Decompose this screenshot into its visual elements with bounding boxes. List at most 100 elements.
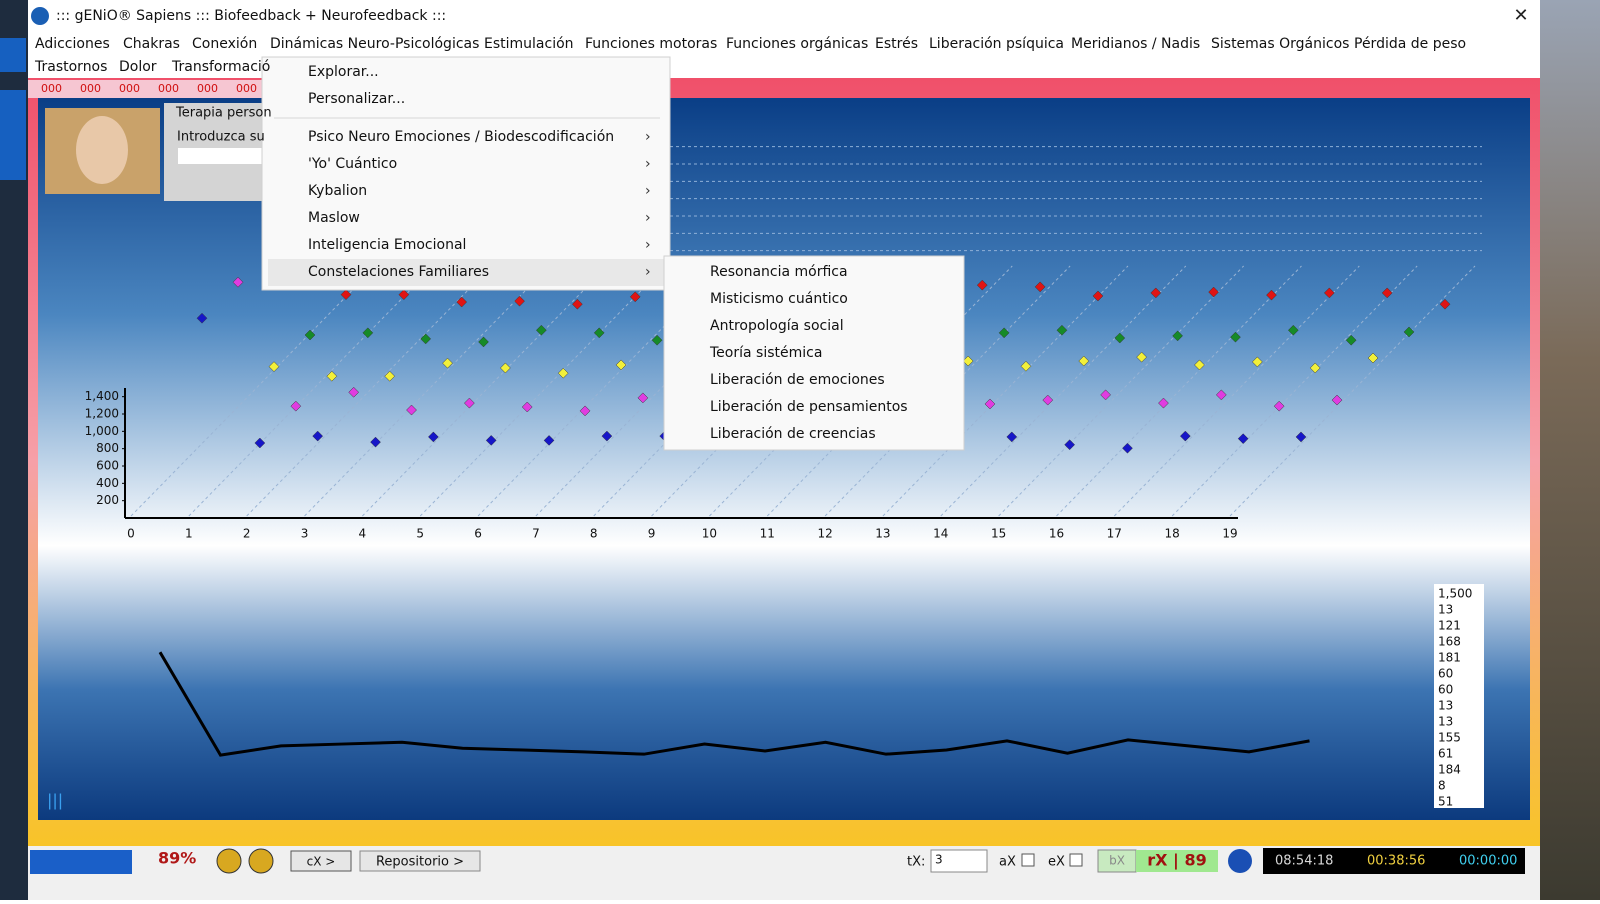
submenu-arrow: › — [645, 237, 651, 253]
value-label: 121 — [1438, 619, 1461, 633]
y-tick-label: 1,400 — [85, 389, 119, 403]
menu-option[interactable]: 'Yo' Cuántico — [308, 156, 397, 172]
tx-label: tX: — [907, 855, 925, 870]
counter: 000 — [80, 82, 101, 95]
value-label: 60 — [1438, 667, 1453, 681]
menu-item[interactable]: Adicciones — [35, 36, 110, 52]
menu-item[interactable]: Funciones orgánicas — [726, 36, 868, 52]
x-tick-label: 2 — [243, 527, 251, 541]
y-tick-label: 600 — [96, 459, 119, 473]
menu-item[interactable]: Dinámicas Neuro-Psicológicas — [270, 36, 479, 52]
percent-label: 89% — [158, 849, 196, 868]
x-tick-label: 1 — [185, 527, 193, 541]
menu-item[interactable]: Sistemas Orgánicos — [1211, 36, 1349, 52]
menu-item[interactable]: Funciones motoras — [585, 36, 717, 52]
portrait-face — [76, 116, 128, 184]
value-label: 1,500 — [1438, 587, 1472, 601]
value-label: 155 — [1438, 731, 1461, 745]
menu-option[interactable]: Liberación de emociones — [710, 372, 885, 388]
menu-item[interactable]: Pérdida de peso — [1354, 36, 1466, 52]
menu-option[interactable]: Kybalion — [308, 183, 367, 199]
value-label: 60 — [1438, 683, 1453, 697]
counter-bar — [28, 80, 268, 98]
value-label: 168 — [1438, 635, 1461, 649]
x-tick-label: 3 — [301, 527, 309, 541]
x-tick-label: 5 — [416, 527, 424, 541]
up-button[interactable] — [249, 849, 273, 873]
menu-item[interactable]: Chakras — [123, 36, 180, 52]
x-tick-label: 8 — [590, 527, 598, 541]
time-display: 00:38:56 — [1367, 854, 1425, 869]
close-button[interactable]: ✕ — [1513, 5, 1528, 26]
counter: 000 — [158, 82, 179, 95]
x-tick-label: 16 — [1049, 527, 1064, 541]
y-tick-label: 1,200 — [85, 407, 119, 421]
sidebar-button[interactable] — [0, 38, 26, 72]
submenu-arrow: › — [645, 264, 651, 280]
app-icon — [31, 7, 49, 25]
bx-button-label[interactable]: bX — [1109, 854, 1125, 868]
menu-item[interactable]: Meridianos / Nadis — [1071, 36, 1200, 52]
value-label: 8 — [1438, 779, 1446, 793]
down-button[interactable] — [217, 849, 241, 873]
menu-option[interactable]: Liberación de pensamientos — [710, 399, 908, 415]
menu-item[interactable]: Liberación psíquica — [929, 36, 1064, 52]
menu-option[interactable]: Liberación de creencias — [710, 426, 876, 442]
info-icon[interactable] — [1228, 849, 1252, 873]
menu-option[interactable]: Explorar... — [308, 64, 379, 80]
menu-option[interactable]: Inteligencia Emocional — [308, 237, 466, 253]
menu-item[interactable]: Estrés — [875, 36, 918, 52]
menu-item[interactable]: Conexión — [192, 36, 257, 52]
x-tick-label: 19 — [1222, 527, 1237, 541]
menu-option[interactable]: Psico Neuro Emociones / Biodescodificaci… — [308, 129, 614, 145]
value-label: 181 — [1438, 651, 1461, 665]
rx-display-label: rX | 89 — [1147, 851, 1206, 871]
progress-bar — [30, 850, 132, 874]
y-tick-label: 800 — [96, 441, 119, 455]
menu-option[interactable]: Misticismo cuántico — [710, 291, 848, 307]
x-tick-label: 17 — [1107, 527, 1122, 541]
value-label: 51 — [1438, 795, 1453, 809]
x-tick-label: 6 — [474, 527, 482, 541]
submenu-arrow: › — [645, 156, 651, 172]
menu-option[interactable]: Constelaciones Familiares — [308, 264, 489, 280]
value-label: 13 — [1438, 603, 1453, 617]
value-label: 13 — [1438, 699, 1453, 713]
window-title: ::: gENiO® Sapiens ::: Biofeedback + Neu… — [56, 8, 446, 24]
submenu-arrow: › — [645, 183, 651, 199]
tx-value: 3 — [935, 853, 943, 867]
sidebar-button[interactable] — [0, 90, 26, 180]
menu-item[interactable]: Estimulación — [484, 36, 574, 52]
menu-option[interactable]: Teoría sistémica — [709, 345, 822, 361]
menu-option[interactable]: Antropología social — [710, 318, 844, 334]
ex-checkbox[interactable] — [1070, 854, 1082, 866]
x-tick-label: 18 — [1165, 527, 1180, 541]
time-display: 00:00:00 — [1459, 854, 1517, 869]
cx-button-label[interactable]: cX > — [307, 855, 336, 869]
patient-label: Introduzca su — [177, 130, 265, 145]
y-tick-label: 400 — [96, 476, 119, 490]
counter: 000 — [119, 82, 140, 95]
submenu-arrow: › — [645, 210, 651, 226]
menu-item[interactable]: Dolor — [119, 59, 157, 75]
menu-option[interactable]: Maslow — [308, 210, 360, 226]
ex-label: eX — [1048, 855, 1065, 870]
menu-item[interactable]: Trastornos — [34, 59, 107, 75]
repo-button-label[interactable]: Repositorio > — [376, 855, 464, 870]
menu-option[interactable]: Resonancia mórfica — [710, 264, 848, 280]
x-tick-label: 15 — [991, 527, 1006, 541]
submenu-arrow: › — [645, 129, 651, 145]
value-label: 61 — [1438, 747, 1453, 761]
x-tick-label: 14 — [933, 527, 948, 541]
menu-item[interactable]: Transformació — [171, 59, 270, 75]
patient-input[interactable] — [178, 148, 264, 164]
chart-marker: ||| — [47, 791, 63, 810]
menu-option[interactable]: Personalizar... — [308, 91, 405, 107]
value-label: 13 — [1438, 715, 1453, 729]
y-tick-label: 200 — [96, 493, 119, 507]
ax-checkbox[interactable] — [1022, 854, 1034, 866]
value-label: 184 — [1438, 763, 1461, 777]
y-tick-label: 1,000 — [85, 424, 119, 438]
x-tick-label: 12 — [817, 527, 832, 541]
